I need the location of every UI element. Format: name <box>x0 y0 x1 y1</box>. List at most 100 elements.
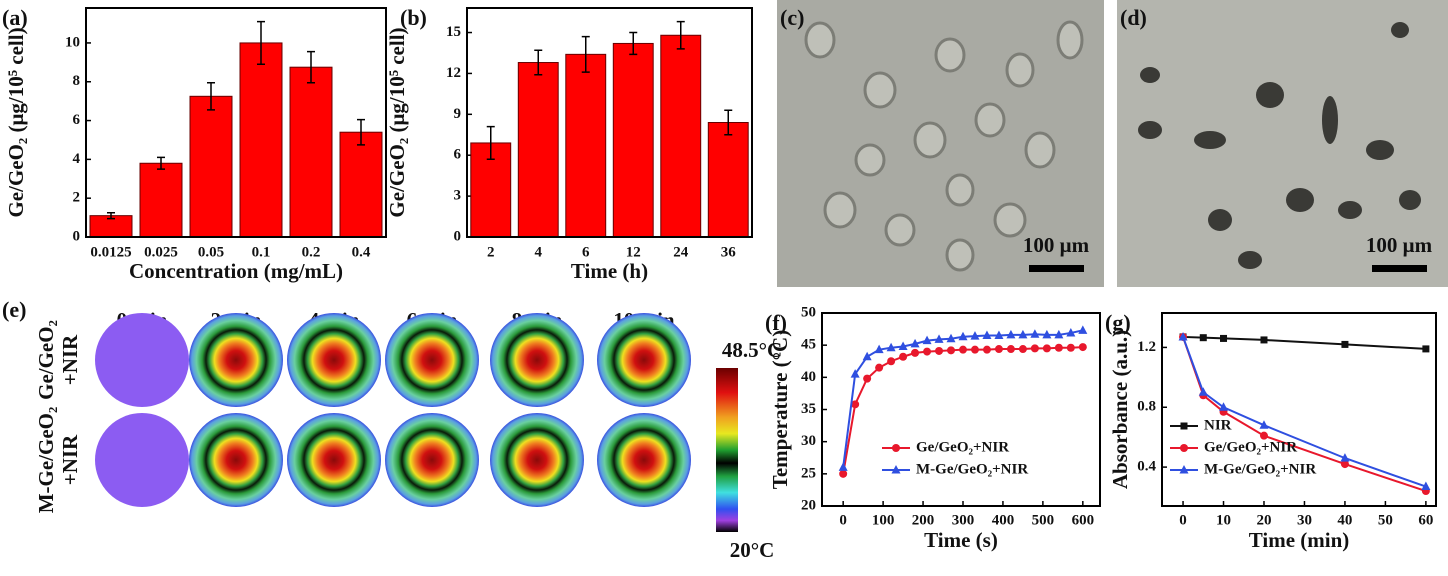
panel-label: (b) <box>400 5 427 30</box>
bar <box>189 95 233 238</box>
micrograph-c <box>777 0 1104 287</box>
plot-frame <box>821 312 1101 507</box>
panel-label: (d) <box>1120 5 1147 30</box>
marker <box>875 363 884 372</box>
thermal-image <box>95 413 189 507</box>
x-tick-label: 4 <box>535 244 543 260</box>
row-label: +NIR <box>58 434 82 485</box>
legend-label: Ge/GeO₂+NIR <box>1204 439 1297 455</box>
y-tick-label: 12 <box>446 65 461 81</box>
marker <box>1219 402 1229 411</box>
x-tick-label: 600 <box>1072 512 1095 528</box>
marker <box>935 346 944 355</box>
marker <box>850 369 860 378</box>
marker <box>1341 340 1349 348</box>
legend-label: M-Ge/GeO₂+NIR <box>1204 461 1316 477</box>
marker <box>1178 331 1188 341</box>
marker <box>1340 460 1349 469</box>
marker <box>982 330 992 340</box>
legend-marker <box>891 465 901 474</box>
panel-label: (a) <box>2 5 28 30</box>
error-bar <box>157 156 165 170</box>
marker <box>911 348 920 357</box>
panel-label: (f) <box>765 310 787 335</box>
y-tick-label: 6 <box>73 112 81 128</box>
marker <box>1006 345 1015 354</box>
marker <box>863 374 872 383</box>
marker <box>982 345 991 354</box>
error-bar <box>724 109 733 136</box>
scale-bar-label: 100 μm <box>1023 233 1090 257</box>
error-bar <box>676 20 685 50</box>
marker <box>1054 329 1064 339</box>
marker <box>1260 336 1268 344</box>
marker <box>1078 343 1087 352</box>
marker <box>1199 334 1207 342</box>
marker <box>1066 343 1075 352</box>
marker <box>994 345 1003 354</box>
panel-label: (c) <box>780 5 804 30</box>
x-axis-label: Concentration (mg/mL) <box>129 259 343 283</box>
legend-label: NIR <box>1204 417 1232 433</box>
marker <box>1054 343 1063 352</box>
y-tick-label: 9 <box>454 106 462 122</box>
x-tick-label: 500 <box>1032 512 1055 528</box>
x-tick-label: 0 <box>839 512 847 528</box>
y-tick-label: 4 <box>73 151 81 167</box>
x-tick-label: 0.05 <box>198 244 224 260</box>
x-tick-label: 60 <box>1418 512 1433 528</box>
x-axis-label: Time (h) <box>571 259 648 283</box>
y-tick-label: 20 <box>801 497 816 513</box>
marker <box>1220 334 1228 342</box>
y-tick-label: 6 <box>454 147 462 163</box>
marker <box>898 341 908 350</box>
marker <box>1340 453 1350 462</box>
marker <box>899 352 908 361</box>
legend-label: Ge/GeO₂+NIR <box>916 439 1009 455</box>
marker <box>946 333 956 343</box>
y-tick-label: 10 <box>65 34 80 50</box>
marker <box>947 346 956 355</box>
error-bar <box>486 125 495 161</box>
y-tick-label: 3 <box>454 188 462 204</box>
marker <box>838 462 848 471</box>
thermal-image <box>490 413 584 507</box>
thermal-image <box>189 313 283 407</box>
marker <box>886 342 896 352</box>
x-tick-label: 24 <box>673 244 689 260</box>
y-tick-label: 25 <box>801 465 816 481</box>
x-axis-label: Time (min) <box>1249 528 1350 552</box>
x-tick-label: 0.2 <box>302 244 321 260</box>
x-tick-label: 0.025 <box>144 244 178 260</box>
y-tick-label: 15 <box>446 24 461 40</box>
marker <box>970 345 979 354</box>
legend-marker <box>1180 422 1188 430</box>
x-tick-label: 0.1 <box>252 244 271 260</box>
line <box>1182 336 1427 488</box>
thermal-image <box>189 413 283 507</box>
thermal-image <box>287 313 381 407</box>
x-tick-label: 36 <box>721 244 737 260</box>
x-tick-label: 2 <box>487 244 495 260</box>
error-bar <box>307 50 315 84</box>
y-tick-label: 2 <box>73 190 81 206</box>
y-axis-label: Ge/GeO₂ (μg/10⁵ cell) <box>4 27 28 217</box>
y-tick-label: 0.4 <box>1137 459 1156 475</box>
x-tick-label: 300 <box>952 512 975 528</box>
marker <box>922 335 932 345</box>
colorbar-label: 20°C <box>730 538 775 562</box>
y-tick-label: 40 <box>801 369 816 385</box>
marker <box>887 357 896 366</box>
y-axis-label: Temperature (°C) <box>768 330 792 489</box>
thermal-image <box>287 413 381 507</box>
y-tick-label: 30 <box>801 433 816 449</box>
y-tick-label: 35 <box>801 401 816 417</box>
marker <box>1422 345 1430 353</box>
marker <box>1259 420 1269 429</box>
x-tick-label: 20 <box>1256 512 1271 528</box>
marker <box>1018 329 1028 339</box>
plot-frame <box>466 7 753 238</box>
marker <box>1018 345 1027 354</box>
bar <box>660 34 702 238</box>
error-bar <box>534 49 543 76</box>
